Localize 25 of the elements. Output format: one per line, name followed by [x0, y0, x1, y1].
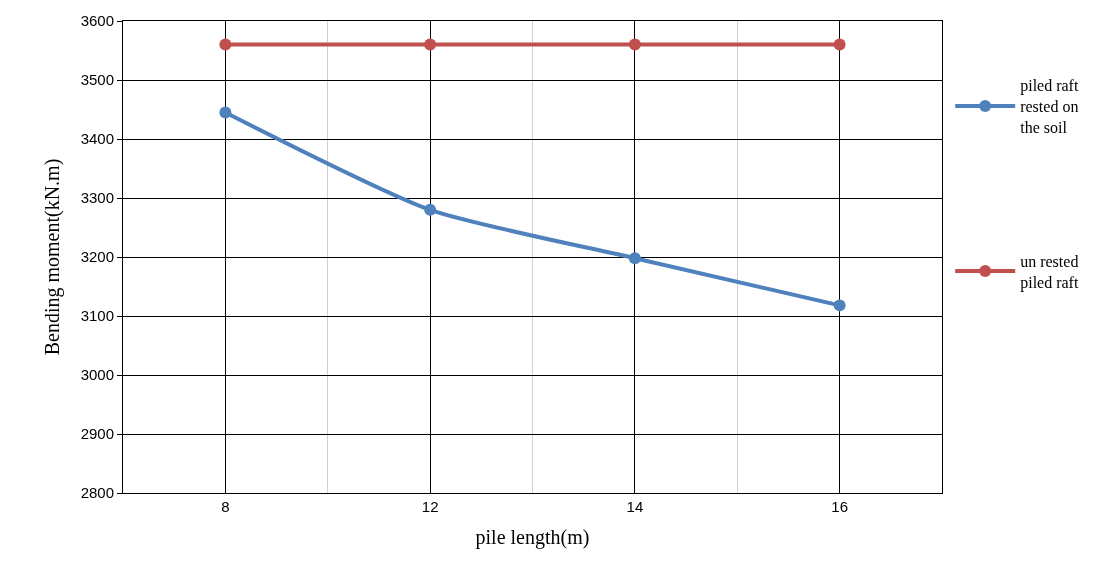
- y-axis-title: Bending moment(kN.m): [41, 158, 65, 356]
- x-tick-label: 8: [221, 498, 230, 515]
- y-tick-label: 3200: [80, 248, 114, 266]
- y-tick-label: 3600: [80, 12, 114, 30]
- legend-label: piled raft rested on the soil: [1020, 77, 1079, 136]
- x-tick-label: 16: [831, 498, 848, 515]
- y-tick-label: 3000: [80, 366, 114, 384]
- x-tick-label: 12: [421, 498, 439, 515]
- x-axis-title: pile length(m): [475, 525, 590, 549]
- point: [628, 252, 641, 265]
- point: [628, 38, 641, 51]
- legend-label: un rested piled raft: [1020, 252, 1079, 292]
- y-tick-label: 3500: [80, 71, 114, 89]
- point: [219, 38, 232, 51]
- point: [833, 38, 846, 51]
- point: [219, 106, 232, 119]
- point: [833, 299, 846, 312]
- point: [424, 38, 437, 51]
- x-tick-label: 14: [626, 498, 644, 515]
- y-tick-label: 2900: [80, 425, 114, 443]
- y-tick-label: 3100: [80, 307, 114, 325]
- point: [424, 203, 437, 216]
- y-tick-label: 3400: [80, 130, 114, 148]
- y-tick-label: 3300: [80, 189, 114, 207]
- y-tick-label: 2800: [80, 484, 114, 502]
